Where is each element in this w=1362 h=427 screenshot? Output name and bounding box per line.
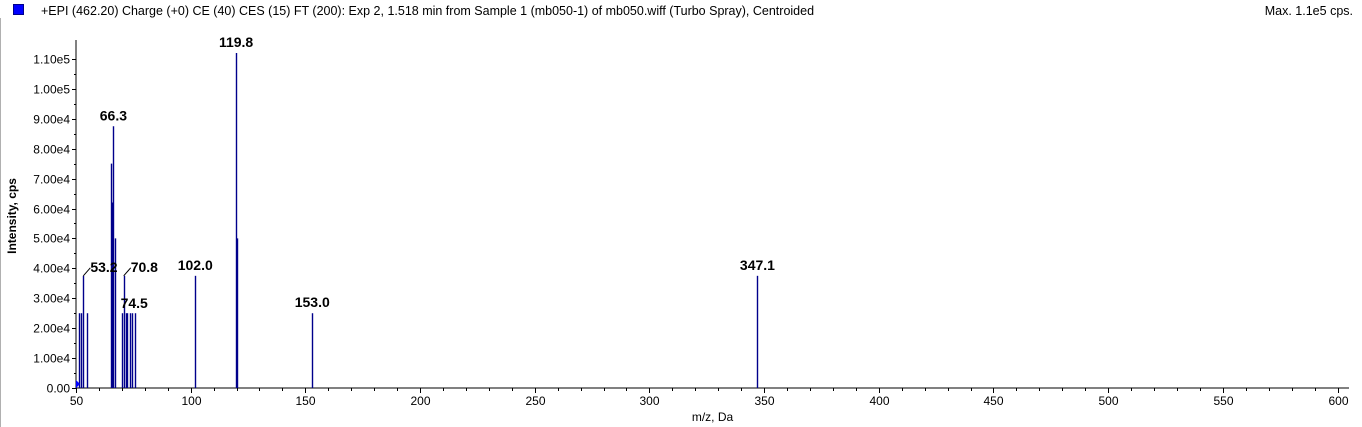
y-tick-label: 6.00e4 <box>33 203 70 217</box>
chart-title: +EPI (462.20) Charge (+0) CE (40) CES (1… <box>41 4 815 18</box>
origin-marker <box>76 380 80 388</box>
peak-label: 347.1 <box>740 257 775 273</box>
chart-header: +EPI (462.20) Charge (+0) CE (40) CES (1… <box>0 0 1362 22</box>
x-tick-label: 250 <box>525 394 545 408</box>
max-intensity-label: Max. 1.1e5 cps. <box>1264 4 1353 18</box>
peaks-layer <box>75 52 759 388</box>
panel-left-border <box>0 18 1 427</box>
peak-label: 119.8 <box>219 34 253 50</box>
peak-label: 153.0 <box>295 294 330 310</box>
x-tick-label: 600 <box>1328 394 1348 408</box>
y-tick-label: 1.10e5 <box>33 53 70 67</box>
x-tick-label: 550 <box>1213 394 1233 408</box>
y-tick-label: 8.00e4 <box>33 143 70 157</box>
x-tick-label: 50 <box>70 394 84 408</box>
x-tick-label: 450 <box>983 394 1003 408</box>
x-tick-label: 400 <box>869 394 889 408</box>
y-tick-label: 5.00e4 <box>33 232 70 246</box>
x-axis-title: m/z, Da <box>692 410 734 424</box>
series-color-swatch <box>13 4 24 15</box>
x-tick-label: 300 <box>639 394 659 408</box>
peak-label-leader <box>123 267 132 277</box>
x-tick-label: 100 <box>181 394 201 408</box>
y-tick-label: 0.00 <box>47 382 71 396</box>
y-axis-title: Intensity, cps <box>5 178 19 254</box>
peak-label: 102.0 <box>178 257 213 273</box>
axes-layer: 0.00 1.00e4 2.00e4 3.00e4 4.00e4 5.00e4 6.00e4… <box>33 40 1349 408</box>
y-tick-label: 7.00e4 <box>33 173 70 187</box>
peak-labels-layer: 53.2 66.3 70.8 74.5 102.0 119.8 153.0 347.1 <box>82 34 775 311</box>
y-tick-label: 3.00e4 <box>33 292 70 306</box>
x-tick-label: 350 <box>754 394 774 408</box>
peak-label-leader <box>82 267 91 277</box>
y-tick-label: 9.00e4 <box>33 113 70 127</box>
peak-label: 66.3 <box>100 107 127 123</box>
peak-label: 70.8 <box>131 259 158 275</box>
y-tick-label: 1.00e4 <box>33 352 70 366</box>
peak-label: 74.5 <box>121 295 148 311</box>
x-tick-label: 200 <box>410 394 430 408</box>
x-tick-label: 150 <box>295 394 315 408</box>
y-tick-label: 4.00e4 <box>33 262 70 276</box>
y-tick-label: 2.00e4 <box>33 322 70 336</box>
peak-label: 53.2 <box>90 259 117 275</box>
x-tick-label: 500 <box>1098 394 1118 408</box>
y-tick-label: 1.00e5 <box>33 83 70 97</box>
